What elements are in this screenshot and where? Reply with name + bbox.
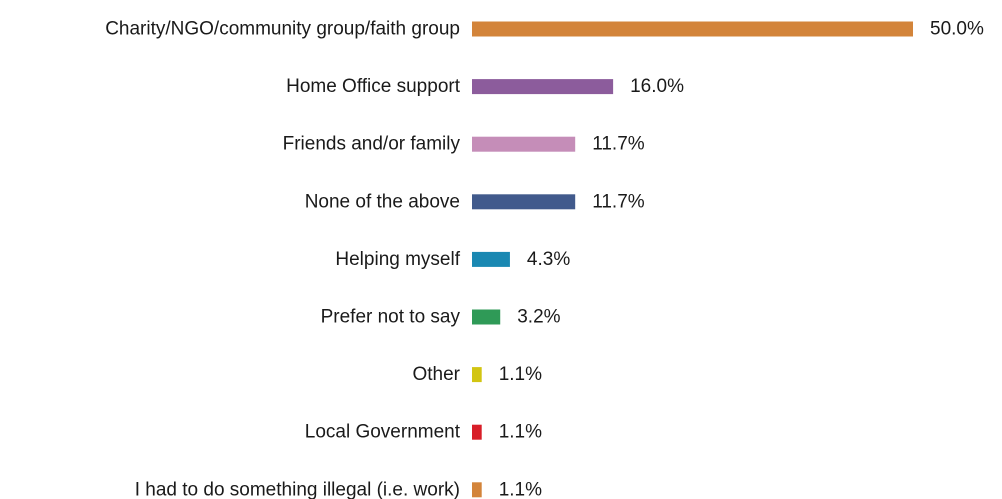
value-label: 1.1% (499, 479, 542, 499)
value-label: 11.7% (592, 191, 645, 212)
bar (472, 136, 576, 152)
category-label: Charity/NGO/community group/faith group (105, 19, 460, 40)
category-label: Helping myself (335, 249, 460, 270)
value-label: 3.2% (517, 307, 560, 328)
bar (472, 194, 576, 210)
bar (472, 251, 510, 267)
bar (472, 424, 482, 440)
value-label: 16.0% (630, 76, 684, 97)
bar (472, 21, 913, 37)
value-label: 50.0% (930, 19, 984, 40)
bar (472, 482, 482, 498)
category-label: I had to do something illegal (i.e. work… (135, 479, 460, 499)
category-label: Home Office support (286, 76, 461, 97)
value-label: 11.7% (592, 134, 645, 155)
category-label: Friends and/or family (283, 134, 461, 155)
value-label: 1.1% (499, 364, 542, 385)
value-label: 4.3% (527, 249, 570, 270)
category-label: Prefer not to say (321, 307, 461, 328)
category-label: None of the above (305, 191, 460, 212)
value-label: 1.1% (499, 422, 542, 443)
category-label: Other (412, 364, 460, 385)
bar (472, 367, 482, 383)
bar (472, 309, 501, 325)
bar (472, 79, 614, 95)
category-label: Local Government (305, 422, 461, 443)
